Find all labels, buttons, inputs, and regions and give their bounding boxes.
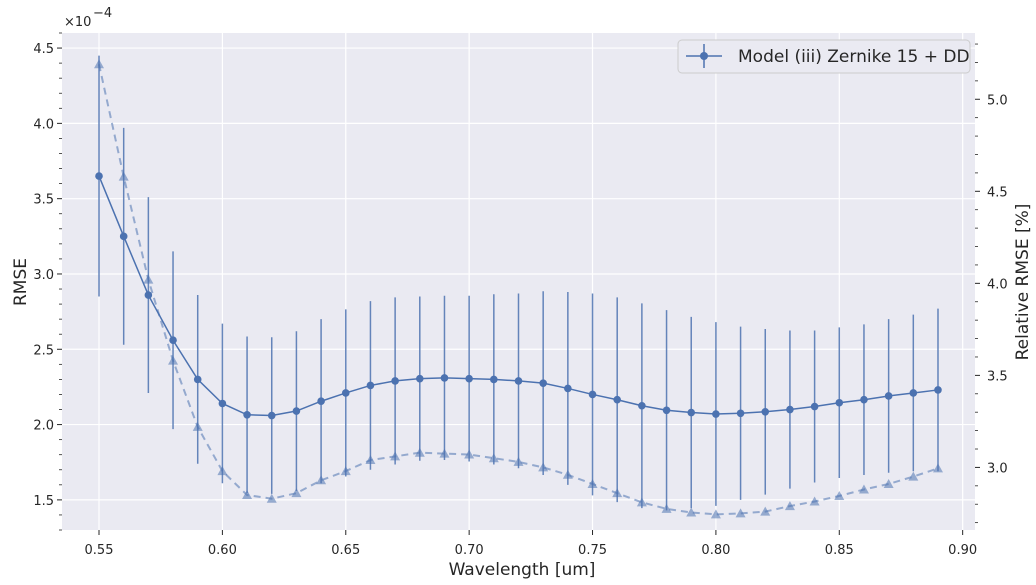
rmse-point	[539, 379, 547, 387]
legend-label: Model (iii) Zernike 15 + DD	[738, 47, 970, 67]
rmse-point	[613, 395, 622, 404]
relative-rmse-point	[834, 490, 845, 500]
rmse-point	[662, 406, 671, 415]
rmse-point	[835, 398, 844, 407]
x-tick-label: 0.65	[331, 543, 360, 558]
relative-rmse-point	[760, 506, 771, 516]
relative-rmse-point	[266, 493, 277, 503]
rmse-point	[490, 375, 498, 384]
x-tick-label: 0.55	[85, 543, 114, 558]
x-tick-label: 0.80	[701, 543, 730, 558]
rmse-series	[95, 55, 942, 511]
y-tick-label: 4.0	[33, 117, 54, 132]
rmse-point	[119, 232, 128, 241]
rmse-point	[638, 401, 646, 410]
x-axis: 0.55 0.60 0.65 0.70 0.75 0.80 0.85 0.90	[85, 530, 977, 558]
rmse-point	[440, 374, 449, 382]
y2-axis-label: Relative RMSE [%]	[1013, 204, 1033, 361]
x-tick-label: 0.75	[578, 543, 607, 558]
legend-box	[677, 39, 971, 74]
relative-rmse-point	[735, 508, 746, 518]
rmse-point	[810, 402, 819, 411]
rmse-point	[588, 390, 597, 399]
x-tick-label: 0.70	[455, 543, 484, 558]
rmse-point	[860, 395, 868, 404]
y-axis-left: 1.5 2.0 2.5 3.0 3.5 4.0 4.5	[33, 32, 62, 531]
rmse-point	[415, 374, 424, 383]
y-scale-multiplier: ×10 −4	[64, 6, 112, 30]
relative-rmse-point	[809, 496, 820, 506]
rmse-point	[884, 392, 893, 400]
rmse-point	[193, 375, 202, 384]
rmse-point	[243, 410, 251, 419]
rmse-point	[514, 377, 523, 385]
rmse-point	[564, 384, 572, 393]
rmse-point	[687, 408, 696, 417]
rmse-point	[786, 405, 794, 414]
y-axis-right: 3.0 3.5 4.0 4.5 5.0	[975, 43, 1008, 524]
x-tick-label: 0.85	[825, 543, 854, 558]
rmse-point	[366, 381, 375, 390]
y2-tick-label: 3.5	[987, 369, 1008, 384]
rmse-point	[292, 407, 301, 415]
rmse-point	[95, 172, 103, 180]
rmse-point	[736, 409, 745, 418]
rmse-point	[144, 291, 153, 299]
relative-rmse-point	[686, 507, 697, 517]
rmse-point	[465, 374, 473, 383]
x-axis-label: Wavelength [um]	[449, 560, 596, 580]
y-tick-label: 2.0	[33, 419, 54, 434]
relative-rmse-point	[858, 484, 869, 494]
y-tick-label: 1.5	[33, 494, 54, 509]
rmse-point	[712, 410, 720, 418]
relative-rmse-point	[908, 471, 919, 481]
rmse-point	[218, 399, 227, 408]
legend: Model (iii) Zernike 15 + DD	[677, 39, 971, 74]
y-tick-label: 3.0	[33, 268, 54, 283]
y-scale-exponent: −4	[93, 6, 112, 21]
rmse-point	[317, 397, 325, 406]
relative-rmse-point	[710, 509, 721, 519]
x-tick-label: 0.90	[948, 543, 977, 558]
rmse-point	[761, 407, 770, 416]
rmse-point	[169, 336, 177, 345]
x-tick-label: 0.60	[208, 543, 237, 558]
y2-tick-label: 4.5	[987, 185, 1008, 200]
legend-marker	[700, 52, 708, 60]
relative-rmse-point	[784, 501, 795, 511]
y-tick-label: 2.5	[33, 343, 54, 358]
rmse-point	[909, 389, 918, 397]
relative-rmse-point	[242, 490, 253, 500]
y2-tick-label: 3.0	[987, 461, 1008, 476]
y-axis-label: RMSE	[11, 258, 31, 306]
y-scale-base: ×10	[64, 15, 91, 30]
rmse-point	[391, 377, 399, 385]
relative-rmse-line	[98, 64, 939, 516]
y2-tick-label: 5.0	[987, 93, 1008, 108]
y-tick-label: 3.5	[33, 193, 54, 208]
rmse-point	[267, 411, 276, 420]
y2-tick-label: 4.0	[987, 277, 1008, 292]
rmse-point	[934, 386, 942, 394]
relative-rmse-point	[883, 478, 894, 488]
relative-rmse-point	[291, 488, 302, 498]
y-tick-label: 4.5	[33, 42, 54, 57]
rmse-point	[341, 389, 350, 397]
